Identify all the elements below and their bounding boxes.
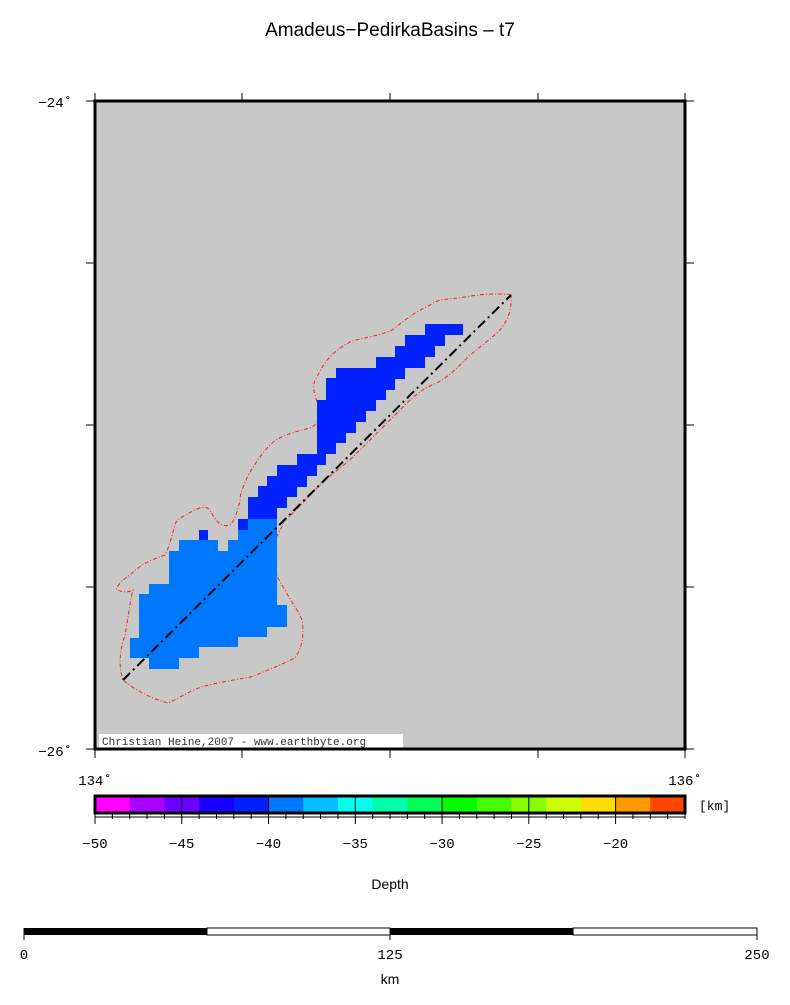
colorbar-swatch xyxy=(199,796,235,813)
scale-label-250: 250 xyxy=(744,948,769,964)
colorbar-swatch xyxy=(650,796,686,813)
lon-label-right: 136˚ xyxy=(668,774,702,790)
colorbar-tick-label: −25 xyxy=(516,837,541,853)
credit-text: Christian Heine,2007 - www.earthbyte.org xyxy=(102,737,366,749)
colorbar-label: Depth xyxy=(371,876,408,892)
colorbar-swatch xyxy=(407,796,443,813)
lon-label-left: 134˚ xyxy=(78,774,112,790)
colorbar-tick-label: −50 xyxy=(82,837,107,853)
colorbar-swatch xyxy=(372,796,408,813)
colorbar-tick-label: −45 xyxy=(169,837,194,853)
colorbar-swatch xyxy=(303,796,339,813)
colorbar-swatch xyxy=(615,796,651,813)
colorbar-frame xyxy=(93,794,687,815)
depth-cell xyxy=(199,530,208,540)
colorbar-swatch xyxy=(95,796,131,813)
colorbar-swatch xyxy=(129,796,165,813)
colorbar-swatch xyxy=(546,796,582,813)
frame-ticks xyxy=(86,93,694,758)
colorbar-unit: [km] xyxy=(699,799,730,814)
scale-label-125: 125 xyxy=(377,948,402,964)
depth-cells-deep xyxy=(248,324,463,519)
colorbar-swatch xyxy=(580,796,617,813)
scale-unit: km xyxy=(381,971,400,987)
lat-label-bottom: −26˚ xyxy=(38,745,72,761)
colorbar-swatch xyxy=(476,796,512,813)
credit-box xyxy=(99,734,403,748)
scale-bar xyxy=(23,927,758,940)
colorbar-tick-label: −35 xyxy=(343,837,368,853)
colorbar-tick-label: −20 xyxy=(603,837,628,853)
colorbar-tick-label: −30 xyxy=(429,837,454,853)
colorbar-swatch xyxy=(233,796,270,813)
profile-line xyxy=(122,294,512,681)
colorbar: −50 −45 −40 −35 −30 −25 −20 xyxy=(82,794,687,853)
map-title: Amadeus−PedirkaBasins – t7 xyxy=(265,20,515,41)
colorbar-swatch xyxy=(442,796,478,813)
depth-cell xyxy=(238,519,248,530)
scale-label-0: 0 xyxy=(20,948,28,964)
colorbar-swatch xyxy=(268,796,304,813)
colorbar-tick-label: −40 xyxy=(256,837,281,853)
lat-label-top: −24˚ xyxy=(38,96,72,112)
